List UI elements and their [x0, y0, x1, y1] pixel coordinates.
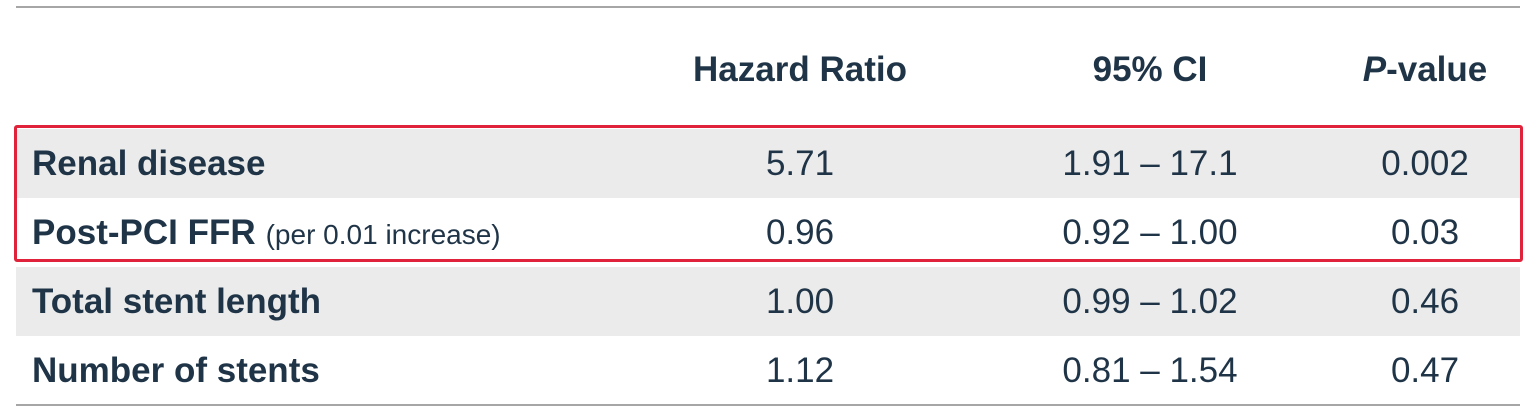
row-label-text: Renal disease [32, 143, 266, 183]
table-cell: 5.71 [765, 143, 835, 183]
header-text: Hazard Ratio [693, 50, 907, 89]
row-label: Total stent length [32, 267, 321, 336]
table-row: Post-PCI FFR (per 0.01 increase) 0.96 0.92 … [16, 198, 1520, 267]
table-cell: 0.99 – 1.02 [1062, 281, 1238, 321]
header-italic: P [1362, 50, 1387, 89]
table-row: Number of stents 1.12 0.81 – 1.54 0.47 [16, 336, 1520, 405]
table-cell: 1.12 [765, 350, 835, 390]
table-cell: 0.81 – 1.54 [1062, 350, 1238, 390]
column-header: Hazard Ratio [650, 45, 950, 95]
column-header: 95% CI [1000, 45, 1300, 95]
top-rule [16, 6, 1520, 8]
table-cell: 1.00 [765, 281, 835, 321]
row-label-text: Post-PCI FFR [32, 212, 256, 252]
header-text: 95% CI [1092, 50, 1208, 89]
table-cell: 1.91 – 17.1 [1062, 143, 1238, 183]
table-cell: 0.002 [1381, 143, 1469, 183]
table-cell: 0.96 [765, 212, 835, 252]
row-label: Renal disease [32, 129, 265, 198]
table-cell: 0.03 [1390, 212, 1460, 252]
row-label: Post-PCI FFR (per 0.01 increase) [32, 198, 501, 267]
table-cell: 0.46 [1390, 281, 1460, 321]
header-text: -value [1386, 50, 1488, 89]
table-cell: 0.47 [1390, 350, 1460, 390]
table-row: Renal disease 5.71 1.91 – 17.1 0.002 [16, 129, 1520, 198]
row-note: (per 0.01 increase) [265, 218, 501, 250]
table-row: Total stent length 1.00 0.99 – 1.02 0.46 [16, 267, 1520, 336]
row-label-text: Number of stents [32, 350, 320, 390]
row-label-text: Total stent length [32, 281, 322, 321]
column-header: P -value [1275, 45, 1531, 95]
bottom-rule [16, 404, 1520, 406]
highlight-box [14, 125, 1523, 262]
row-label: Number of stents [32, 336, 320, 405]
table-cell: 0.92 – 1.00 [1062, 212, 1238, 252]
